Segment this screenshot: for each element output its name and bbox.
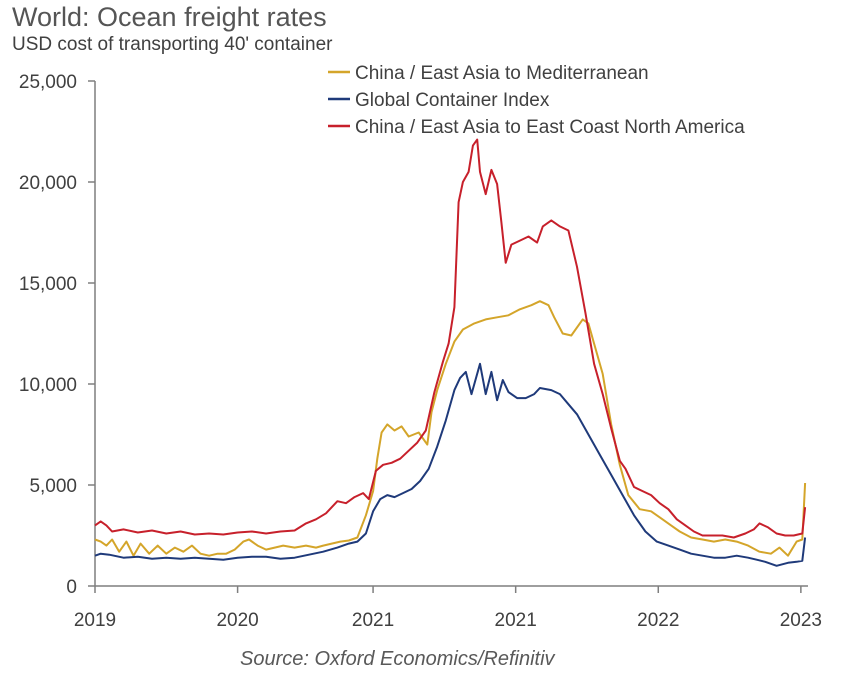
- x-tick-label: 2019: [74, 610, 116, 631]
- x-tick-label: 2023: [780, 610, 822, 631]
- y-tick-label: 25,000: [19, 72, 77, 93]
- y-tick-label: 10,000: [19, 375, 77, 396]
- chart-title: World: Ocean freight rates: [12, 2, 327, 32]
- chart-subtitle: USD cost of transporting 40' container: [12, 34, 333, 55]
- x-tick-label: 2021: [352, 610, 394, 631]
- x-tick-label: 2020: [216, 610, 258, 631]
- y-tick-label: 5,000: [29, 476, 77, 497]
- legend-label: China / East Asia to East Coast North Am…: [355, 117, 745, 138]
- chart-source: Source: Oxford Economics/Refinitiv: [240, 648, 555, 670]
- series-line: [94, 362, 807, 567]
- series-line: [94, 138, 807, 539]
- x-tick-label: 2022: [637, 610, 679, 631]
- y-tick-label: 0: [66, 577, 77, 598]
- series-line: [94, 300, 807, 557]
- y-tick-label: 20,000: [19, 173, 77, 194]
- legend-label: Global Container Index: [355, 90, 550, 111]
- y-tick-label: 15,000: [19, 274, 77, 295]
- legend-label: China / East Asia to Mediterranean: [355, 63, 649, 84]
- x-tick-label: 2021: [495, 610, 537, 631]
